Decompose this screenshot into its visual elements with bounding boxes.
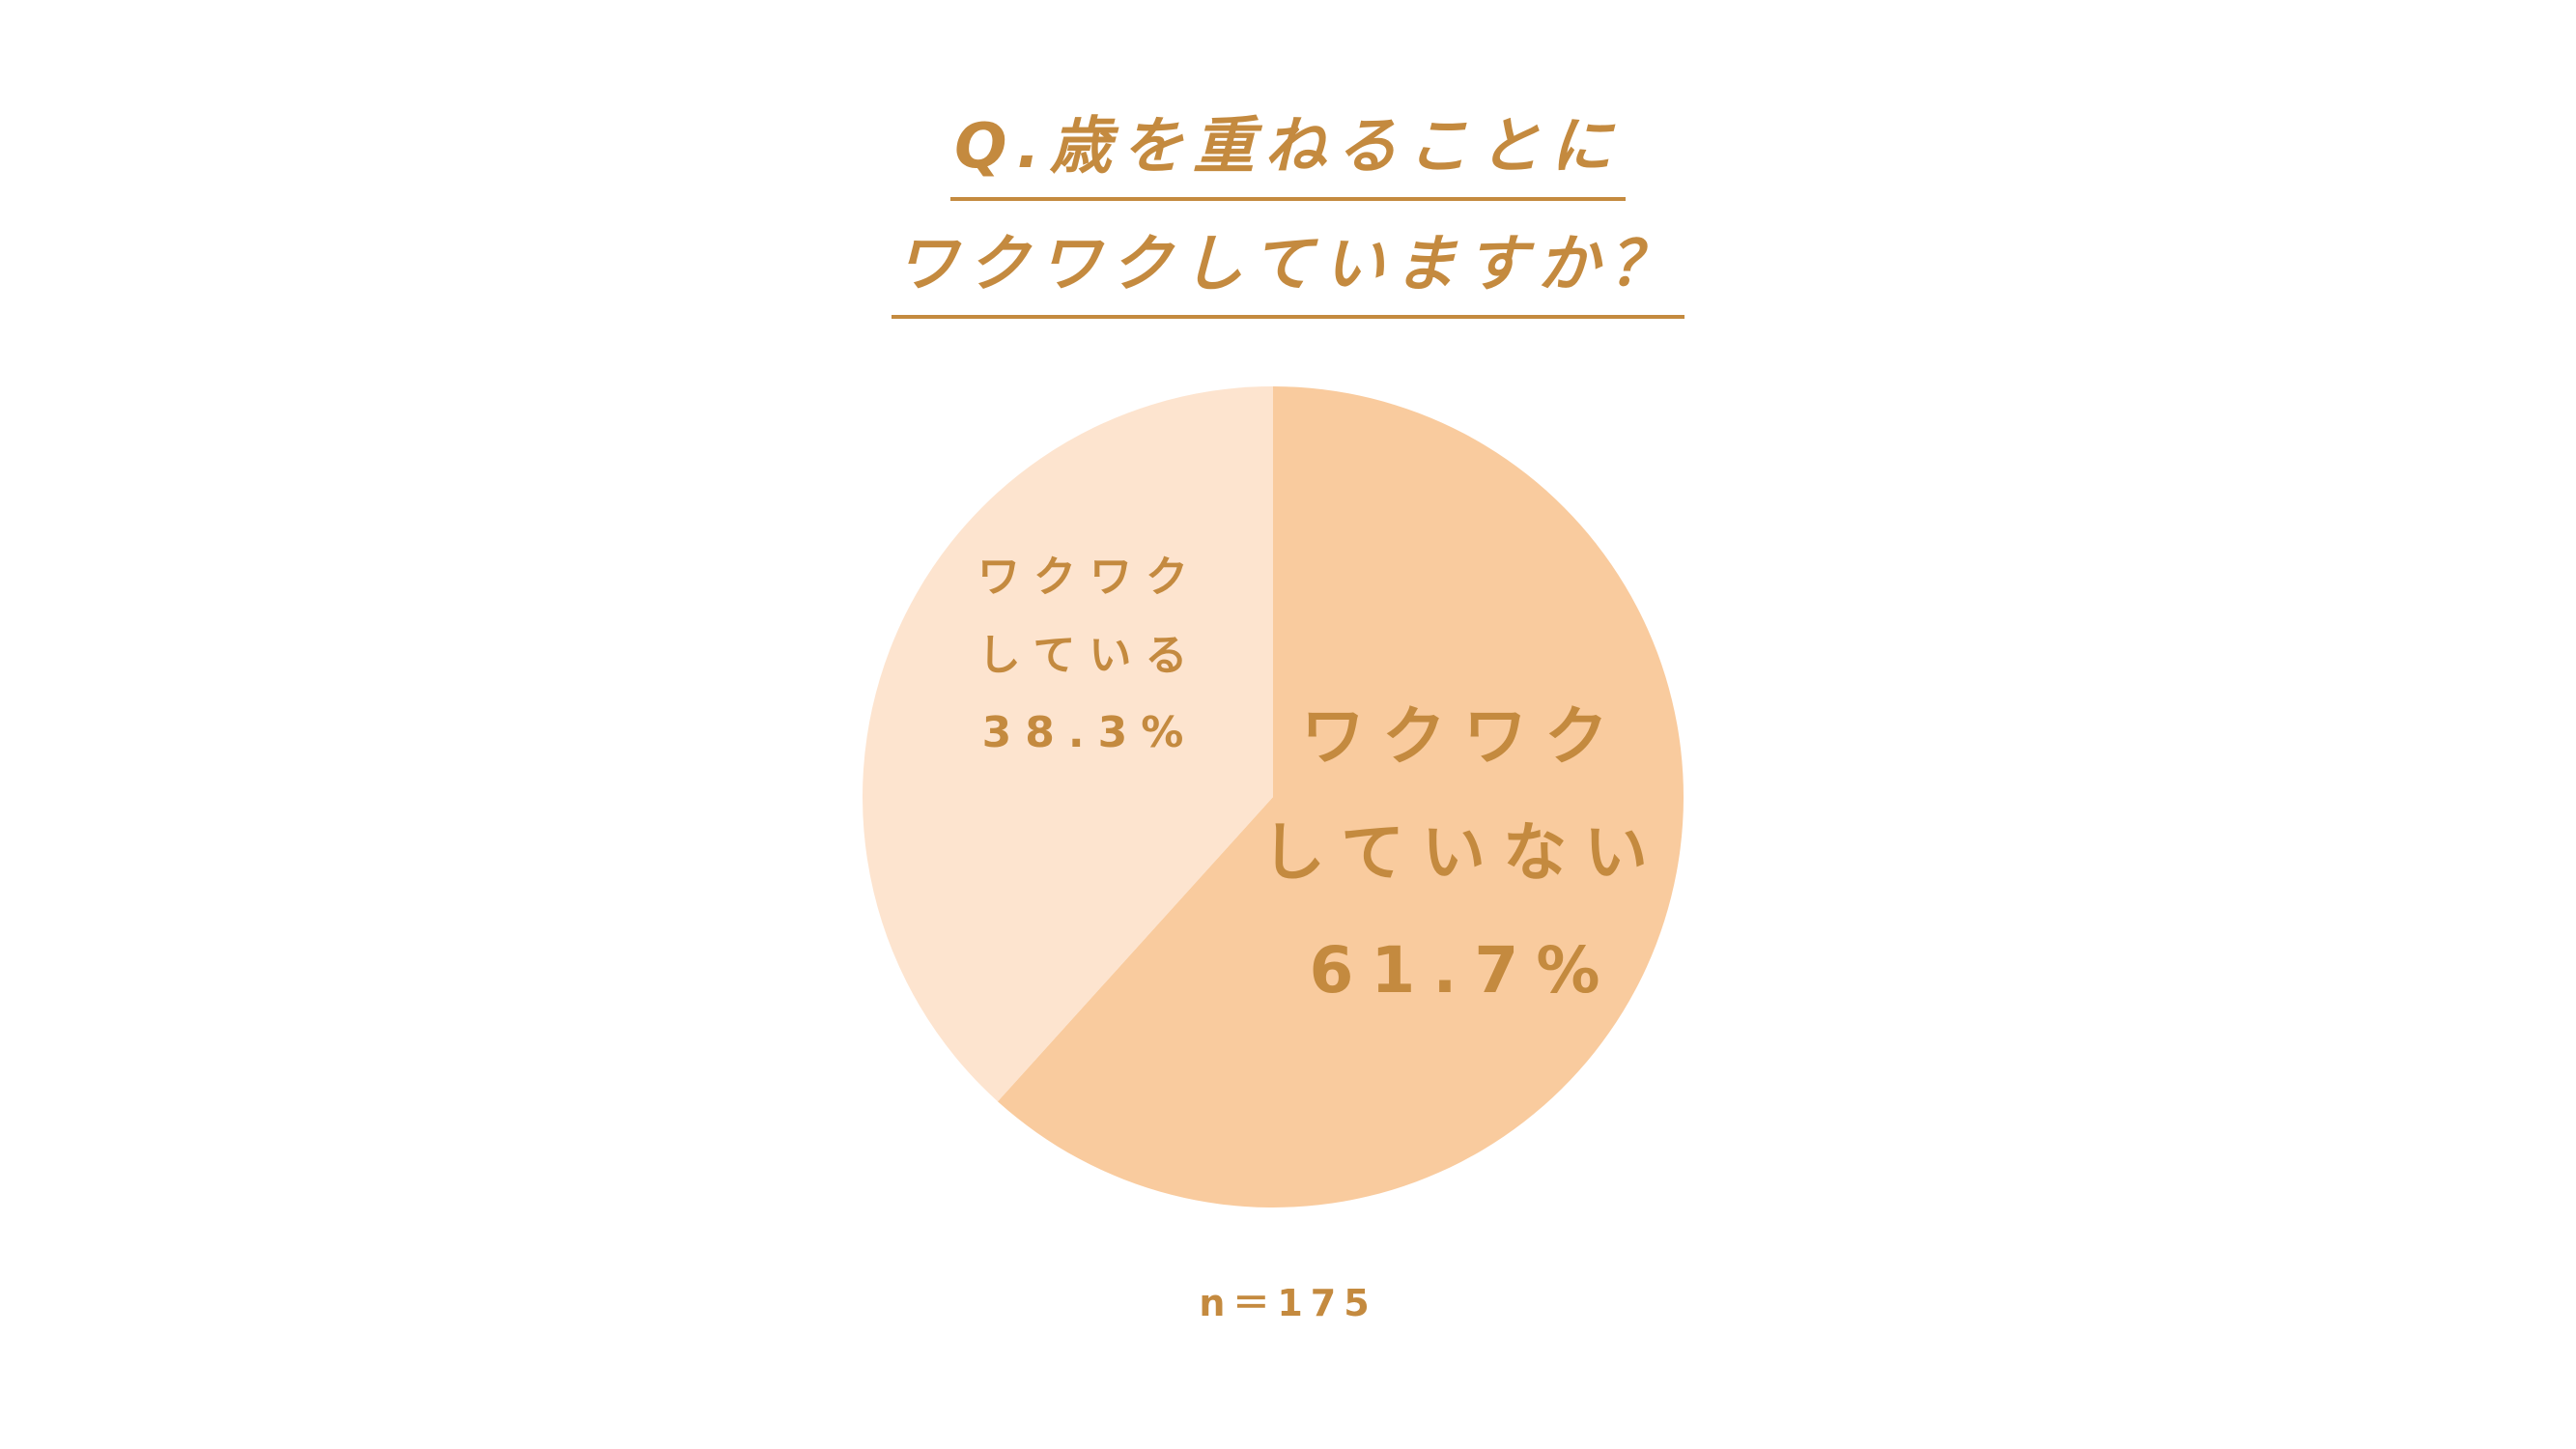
pie-slice-excited (862, 385, 1273, 1102)
chart-title-line-1: Q.歳を重ねることに (0, 97, 2576, 201)
pie-slice-not-excited (997, 386, 1684, 1208)
sample-size-note: n＝175 (1199, 1282, 1377, 1324)
slice-label-excited-percent: 38.3% (982, 708, 1198, 757)
slice-label-excited-line-2: している (978, 631, 1202, 680)
slice-label-not-excited-line-2: していない (1261, 815, 1665, 890)
slice-label-not-excited-percent: 61.7% (1310, 933, 1618, 1008)
chart-title-line-2: ワクワクしていますか？ (0, 214, 2576, 319)
chart-title-line-1-text: Q.歳を重ねることに (950, 97, 1626, 201)
slice-label-excited-line-1: ワクワク (977, 553, 1202, 602)
slice-label-not-excited-line-1: ワクワク (1301, 699, 1626, 774)
pie-slices (862, 385, 1684, 1208)
chart-title-line-2-text: ワクワクしていますか？ (892, 214, 1684, 319)
